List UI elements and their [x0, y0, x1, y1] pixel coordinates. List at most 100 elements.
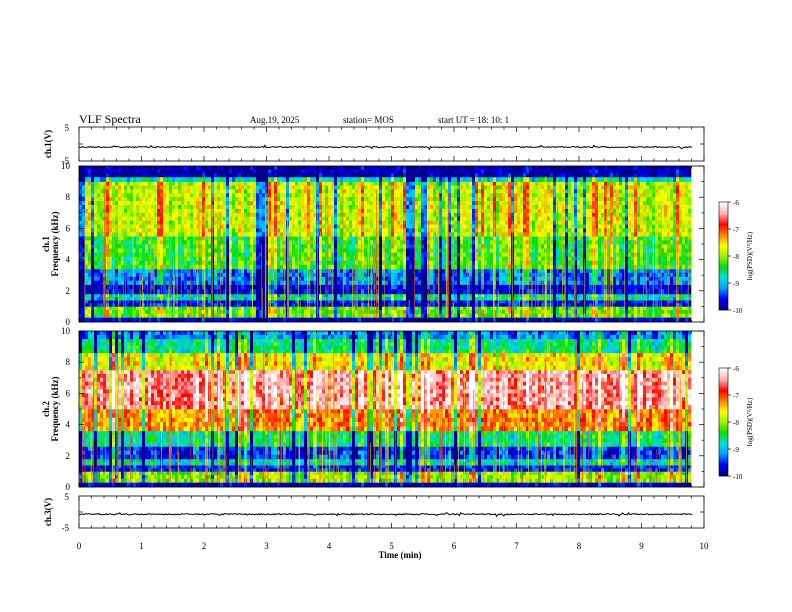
spectrogram-cell	[415, 244, 419, 249]
spectrogram-cell	[595, 276, 599, 281]
spectrogram-cell	[241, 280, 245, 285]
spectrogram-cell	[145, 303, 149, 307]
spectrogram-cell	[583, 181, 587, 186]
spectrogram-cell	[457, 272, 461, 278]
spectrogram-cell	[160, 181, 164, 186]
spectrogram-cell	[364, 256, 368, 262]
spectrogram-cell	[664, 236, 668, 241]
spectrogram-cell	[601, 181, 605, 186]
spectrogram-cell	[298, 310, 302, 314]
spectrogram-cell	[496, 289, 500, 295]
spectrogram-cell	[487, 272, 491, 278]
spectrogram-cell	[160, 317, 164, 323]
spectrogram-cell	[643, 240, 647, 245]
spectrogram-cell	[301, 293, 305, 298]
spectrogram-cell	[163, 252, 167, 257]
spectrogram-cell	[94, 272, 98, 278]
spectrogram-cell	[616, 300, 620, 304]
spectrogram-cell	[115, 300, 119, 304]
spectrogram-cell	[616, 260, 620, 266]
spectrogram-cell	[433, 181, 437, 186]
spectrogram-cell	[253, 276, 257, 281]
spectrogram-cell	[262, 181, 266, 186]
spectrogram-cell	[508, 236, 512, 241]
spectrogram-cell	[244, 306, 248, 311]
spectrogram-cell	[490, 310, 494, 314]
spectrogram-cell	[349, 264, 353, 270]
spectrogram-cell	[568, 185, 572, 190]
spectrogram-cell	[325, 276, 329, 281]
spectrogram-cell	[538, 236, 542, 241]
spectrogram-cell	[82, 256, 86, 262]
spectrogram-cell	[640, 280, 644, 285]
spectrogram-cell	[379, 248, 383, 253]
spectrogram-cell	[439, 280, 443, 285]
spectrogram-cell	[586, 284, 590, 290]
spectrogram-cell	[112, 317, 116, 323]
spectrogram-cell	[244, 300, 248, 304]
spectrogram-cell	[385, 272, 389, 278]
spectrogram-cell	[274, 297, 278, 301]
spectrogram-cell	[292, 276, 296, 281]
spectrogram-cell	[487, 236, 491, 241]
spectrogram-cell	[352, 264, 356, 270]
spectrogram-cell	[589, 264, 593, 270]
spectrogram-cell	[115, 248, 119, 253]
spectrogram-cell	[433, 264, 437, 270]
spectrogram-cell	[169, 185, 173, 190]
spectrogram-cell	[361, 310, 365, 314]
spectrogram-cell	[505, 244, 509, 249]
spectrogram-cell	[442, 248, 446, 253]
spectrogram-cell	[199, 306, 203, 311]
spectrogram-cell	[307, 293, 311, 298]
spectrogram-cell	[628, 276, 632, 281]
spectrogram-cell	[388, 248, 392, 253]
spectrogram-cell	[439, 272, 443, 278]
spectrogram-cell	[292, 248, 296, 253]
spectrogram-cell	[364, 181, 368, 186]
spectrogram-cell	[655, 297, 659, 301]
spectrogram-cell	[376, 303, 380, 307]
spectrogram-cell	[400, 276, 404, 281]
spectrogram-cell	[526, 276, 530, 281]
spectrogram-cell	[190, 181, 194, 186]
spectrogram-cell	[82, 317, 86, 323]
spectrogram-cell	[127, 236, 131, 241]
spectrogram-cell	[688, 300, 692, 304]
spectrogram-cell	[505, 280, 509, 285]
spectrogram-cell	[394, 303, 398, 307]
spectrogram-cell	[538, 303, 542, 307]
spectrogram-cell	[175, 240, 179, 245]
spectrogram-cell	[673, 317, 677, 323]
spectrogram-cell	[400, 293, 404, 298]
spectrogram-cell	[529, 280, 533, 285]
spectrogram-cell	[613, 260, 617, 266]
spectrogram-cell	[154, 268, 158, 274]
spectrogram-cell	[262, 276, 266, 281]
spectrogram-cell	[562, 313, 566, 318]
spectrogram-cell	[550, 272, 554, 278]
spectrogram-cell	[547, 306, 551, 311]
spectrogram-cell	[172, 240, 176, 245]
spectrogram-cell	[568, 280, 572, 285]
spectrogram-cell	[268, 306, 272, 311]
spectrogram-cell	[559, 185, 563, 190]
spectrogram-cell	[514, 303, 518, 307]
spectrogram-cell	[142, 181, 146, 186]
spectrogram-cell	[322, 317, 326, 323]
spectrogram-cell	[91, 280, 95, 285]
spectrogram-cell	[112, 181, 116, 186]
spectrogram-cell	[88, 272, 92, 278]
spectrogram-cell	[406, 264, 410, 270]
spectrogram-cell	[94, 284, 98, 290]
spectrogram-cell	[100, 317, 104, 323]
spectrogram-cell	[481, 303, 485, 307]
spectrogram-cell	[442, 303, 446, 307]
spectrogram-cell	[319, 181, 323, 186]
spectrogram-cell	[199, 185, 203, 190]
spectrogram-cell	[136, 264, 140, 270]
spectrogram-cell	[595, 236, 599, 241]
spectrogram-cell	[622, 293, 626, 298]
spectrogram-cell	[157, 317, 161, 323]
spectrogram-cell	[637, 317, 641, 323]
